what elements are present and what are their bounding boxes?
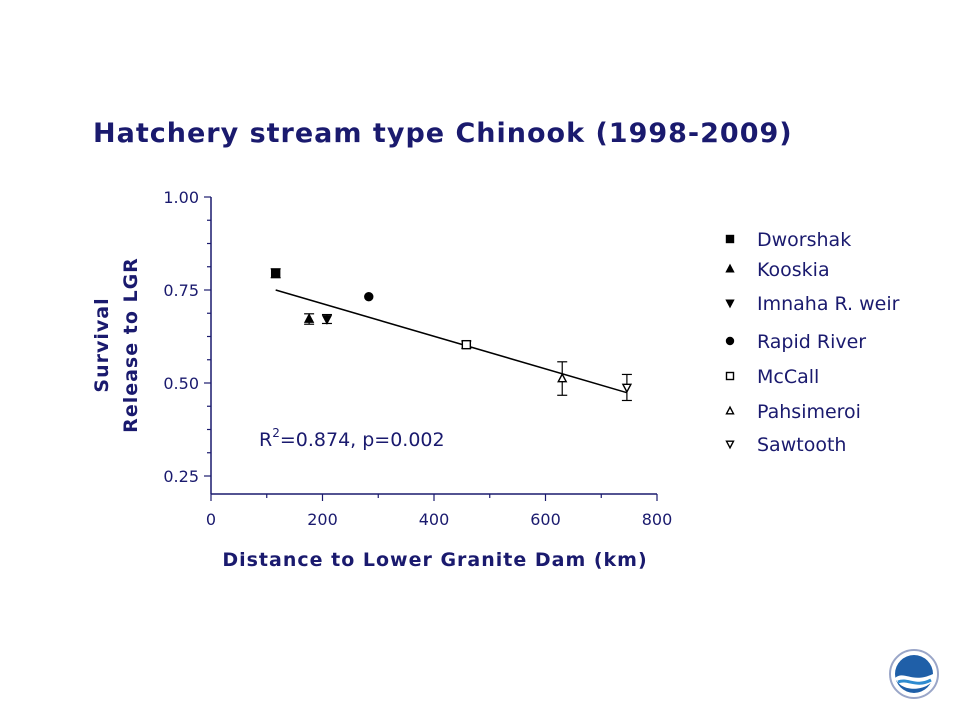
legend-marker [725, 263, 735, 273]
legend-label: Pahsimeroi [757, 401, 861, 423]
x-tick-label: 400 [419, 510, 450, 529]
legend-label: Imnaha R. weir [757, 293, 900, 315]
x-axis-label: Distance to Lower Granite Dam (km) [222, 549, 647, 571]
x-tick-label: 200 [307, 510, 338, 529]
data-point [364, 291, 374, 302]
y-tick-label: 1.00 [163, 188, 199, 207]
y-axis-label-line-2: Release to LGR [120, 257, 142, 433]
x-tick-label: 800 [642, 510, 673, 529]
y-tick-label: 0.25 [163, 467, 199, 486]
x-tick-label: 0 [206, 510, 216, 529]
regression-annotation: R2=0.874, p=0.002 [259, 426, 445, 451]
data-point [321, 315, 333, 325]
y-axis-label-line-1: Survival [91, 297, 113, 392]
data-point [461, 339, 472, 350]
slide-title: Hatchery stream type Chinook (1998-2009) [93, 118, 793, 149]
legend-marker [725, 336, 735, 346]
chart-axes: 0.25 0.50 0.75 1.00 0 200 400 600 800 [163, 188, 672, 529]
data-point [270, 268, 281, 278]
data-point [621, 383, 633, 394]
annotation-superscript: 2 [272, 426, 280, 440]
legend-marker [725, 405, 735, 415]
legend-label: Kooskia [757, 259, 830, 281]
legend-label: McCall [757, 366, 819, 388]
legend-label: Sawtooth [757, 434, 846, 456]
y-tick-label: 0.75 [163, 281, 199, 300]
y-tick-label: 0.50 [163, 374, 199, 393]
annotation-text: =0.874, p=0.002 [280, 429, 445, 451]
legend-marker [725, 234, 735, 244]
data-point [303, 313, 315, 323]
legend-marker [725, 440, 735, 450]
chart-marks [270, 268, 633, 402]
legend-marker [725, 371, 735, 381]
annotation-r: R [259, 429, 272, 451]
noaa-logo [889, 649, 939, 699]
legend-marker [725, 299, 735, 309]
chart-legend: Dworshak Kooskia Imnaha R. weir Rapid River… [725, 229, 900, 456]
legend-label: Rapid River [757, 331, 866, 353]
legend-label: Dworshak [757, 229, 851, 251]
x-tick-label: 600 [530, 510, 561, 529]
data-point [557, 372, 568, 383]
regression-line [275, 289, 628, 394]
